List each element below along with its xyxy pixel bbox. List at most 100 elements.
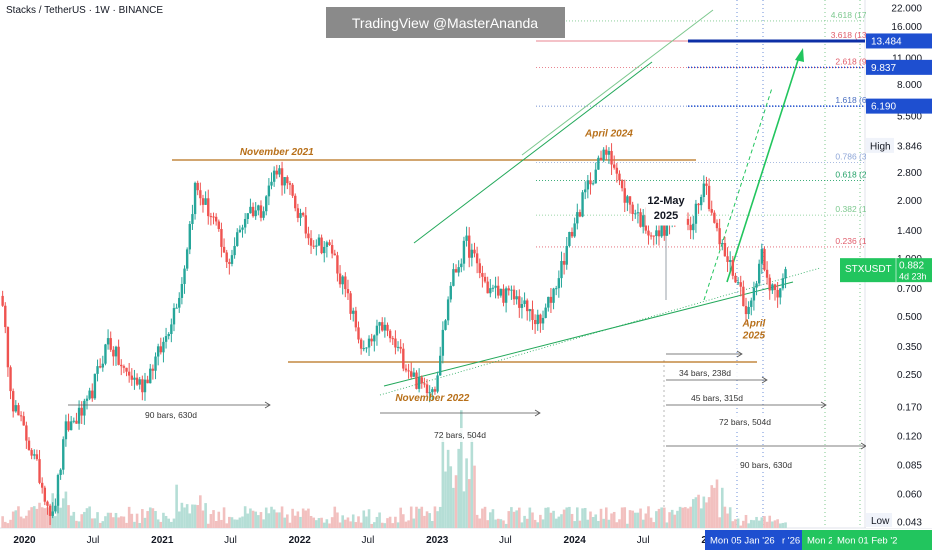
candle-body[interactable] (444, 320, 447, 330)
candle-body[interactable] (178, 297, 181, 308)
candle-body[interactable] (420, 377, 423, 384)
candle-body[interactable] (214, 216, 218, 222)
candle-body[interactable] (246, 213, 249, 219)
candle-body[interactable] (491, 287, 495, 289)
candle-body[interactable] (88, 390, 91, 399)
candle-body[interactable] (236, 232, 239, 246)
candle-body[interactable] (288, 183, 292, 185)
candle-body[interactable] (615, 167, 619, 174)
candle-body[interactable] (586, 180, 590, 190)
candle-body[interactable] (710, 209, 713, 213)
candle-body[interactable] (692, 223, 695, 231)
candle-body[interactable] (647, 230, 650, 236)
candle-body[interactable] (523, 300, 526, 305)
candle-body[interactable] (605, 149, 608, 155)
candle-body[interactable] (209, 216, 213, 218)
candle-body[interactable] (35, 454, 39, 460)
candle-body[interactable] (40, 482, 44, 488)
candle-body[interactable] (599, 157, 603, 161)
candle-body[interactable] (359, 339, 363, 349)
candle-body[interactable] (399, 346, 402, 349)
candle-body[interactable] (130, 375, 134, 380)
candle-body[interactable] (141, 379, 144, 393)
candle-body[interactable] (578, 212, 582, 217)
candle-body[interactable] (117, 346, 120, 365)
candle-body[interactable] (539, 314, 542, 324)
candle-body[interactable] (254, 210, 257, 217)
candle-body[interactable] (713, 212, 716, 223)
candle-body[interactable] (594, 169, 597, 184)
candle-body[interactable] (497, 285, 500, 296)
candle-body[interactable] (507, 288, 510, 291)
candle-body[interactable] (228, 262, 231, 264)
candle-body[interactable] (589, 180, 592, 185)
candle-body[interactable] (98, 366, 102, 368)
candle-body[interactable] (402, 348, 405, 369)
candle-body[interactable] (325, 242, 329, 247)
candle-body[interactable] (489, 288, 492, 294)
candle-body[interactable] (757, 263, 761, 284)
candle-body[interactable] (623, 188, 626, 203)
candle-body[interactable] (275, 170, 278, 175)
candle-body[interactable] (320, 237, 323, 254)
candle-body[interactable] (114, 346, 118, 357)
candle-body[interactable] (694, 203, 698, 224)
candle-body[interactable] (170, 324, 173, 335)
candle-body[interactable] (151, 368, 155, 371)
candle-body[interactable] (17, 405, 20, 416)
candle-body[interactable] (765, 269, 769, 278)
candle-body[interactable] (120, 364, 123, 367)
candle-body[interactable] (149, 368, 152, 384)
candle-body[interactable] (460, 263, 463, 268)
candle-body[interactable] (417, 377, 421, 389)
candle-body[interactable] (230, 255, 234, 264)
candle-body[interactable] (715, 222, 719, 229)
candle-body[interactable] (265, 196, 268, 212)
candle-body[interactable] (48, 505, 52, 516)
candle-body[interactable] (528, 309, 532, 312)
candle-body[interactable] (352, 310, 355, 314)
candle-body[interactable] (412, 372, 416, 377)
candle-body[interactable] (43, 487, 47, 502)
candle-body[interactable] (486, 281, 489, 294)
candle-body[interactable] (689, 224, 692, 231)
candle-body[interactable] (381, 322, 384, 331)
candle-body[interactable] (307, 233, 310, 239)
candle-body[interactable] (771, 284, 774, 291)
candle-body[interactable] (536, 314, 539, 325)
candle-body[interactable] (27, 440, 31, 451)
candle-body[interactable] (283, 177, 286, 186)
candle-body[interactable] (639, 212, 642, 227)
candle-body[interactable] (238, 229, 242, 233)
candle-body[interactable] (431, 389, 434, 393)
candle-body[interactable] (96, 366, 99, 374)
candle-body[interactable] (768, 277, 771, 291)
candle-body[interactable] (180, 283, 184, 298)
candle-body[interactable] (391, 338, 394, 340)
candle-body[interactable] (344, 276, 347, 290)
candle-body[interactable] (159, 346, 162, 353)
candle-body[interactable] (747, 306, 750, 315)
candle-body[interactable] (33, 454, 36, 456)
candle-body[interactable] (233, 245, 236, 256)
candle-body[interactable] (383, 324, 387, 331)
candle-body[interactable] (93, 373, 97, 399)
candle-body[interactable] (436, 375, 439, 392)
candle-body[interactable] (494, 285, 497, 288)
candle-body[interactable] (641, 215, 645, 227)
candle-body[interactable] (217, 221, 220, 229)
candle-body[interactable] (634, 213, 637, 215)
candle-body[interactable] (172, 308, 176, 325)
candle-body[interactable] (241, 227, 244, 230)
candle-body[interactable] (341, 276, 344, 285)
candle-body[interactable] (512, 289, 516, 300)
candle-body[interactable] (370, 338, 373, 342)
candles[interactable] (1, 143, 787, 525)
candle-body[interactable] (323, 246, 326, 254)
candle-body[interactable] (702, 183, 706, 198)
candle-body[interactable] (267, 185, 271, 197)
candle-body[interactable] (199, 190, 202, 199)
candle-body[interactable] (541, 317, 545, 324)
candle-body[interactable] (104, 344, 107, 364)
candle-body[interactable] (618, 173, 621, 181)
